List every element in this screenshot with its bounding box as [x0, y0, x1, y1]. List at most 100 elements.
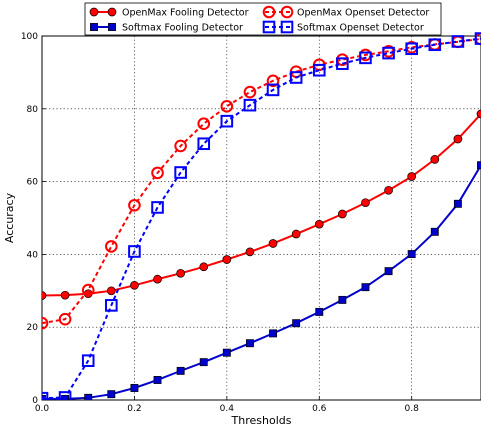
x-tick-label: 0.4	[220, 404, 235, 414]
legend-label: Softmax Openset Detector	[297, 23, 424, 34]
legend-marker	[107, 7, 117, 17]
data-point	[222, 255, 232, 264]
series-line	[42, 113, 481, 297]
x-axis-label: Thresholds	[231, 414, 292, 427]
data-point	[407, 172, 417, 181]
series-line	[42, 37, 481, 400]
grid-lines	[42, 36, 481, 400]
data-point	[107, 390, 116, 399]
data-point	[451, 35, 465, 48]
data-point	[405, 42, 418, 56]
data-point	[338, 209, 347, 219]
data-point	[174, 139, 187, 153]
data-point	[199, 262, 209, 272]
x-tick-label: 0.6	[312, 404, 327, 414]
legend-marker	[90, 23, 98, 31]
data-point	[128, 198, 141, 212]
data-point	[130, 280, 139, 290]
data-point	[220, 114, 234, 128]
data-point	[84, 393, 93, 400]
data-point	[81, 354, 95, 367]
data-point	[315, 307, 324, 316]
data-point	[42, 391, 49, 400]
data-point	[243, 85, 257, 99]
legend-marker	[89, 7, 99, 17]
data-point	[151, 166, 164, 180]
data-point	[153, 376, 162, 384]
legend-marker	[262, 5, 276, 19]
data-point	[430, 227, 439, 236]
data-point	[430, 155, 440, 164]
data-point	[58, 312, 72, 326]
legend-marker	[280, 20, 294, 34]
y-tick-label: 80	[27, 105, 39, 115]
data-point	[269, 329, 278, 338]
series-3	[42, 32, 481, 330]
data-point	[359, 51, 372, 65]
legend-label: OpenMax Fooling Detector	[122, 8, 249, 19]
data-point	[336, 57, 349, 70]
data-point	[428, 38, 442, 52]
data-point	[128, 245, 141, 258]
legend-label: Softmax Fooling Detector	[122, 23, 243, 34]
data-point	[476, 109, 481, 119]
data-point	[312, 63, 326, 77]
data-point	[105, 240, 118, 253]
series-group	[42, 32, 481, 400]
legend-marker	[262, 20, 276, 34]
data-point	[197, 117, 211, 131]
series-4	[42, 32, 481, 400]
data-point	[176, 366, 185, 375]
data-point	[289, 71, 303, 84]
data-point	[266, 83, 280, 97]
plot-frame	[41, 35, 481, 401]
axes	[41, 35, 481, 401]
y-tick-label: 40	[27, 250, 39, 260]
data-point	[268, 239, 278, 248]
data-point	[314, 219, 324, 229]
tick-labels: 0 20 40 60 80 100 0.0 0.2 0.4 0.6 0.8	[21, 32, 419, 414]
data-point	[106, 286, 116, 296]
data-point	[58, 391, 72, 400]
data-point	[384, 267, 393, 276]
data-point	[199, 358, 208, 367]
legend-item: OpenMax Fooling Detector	[89, 7, 249, 19]
data-point	[291, 229, 301, 239]
data-point	[266, 74, 280, 88]
legend-label: OpenMax Openset Detector	[297, 8, 429, 19]
data-point	[151, 201, 164, 214]
data-point	[453, 134, 463, 144]
data-point	[361, 198, 370, 208]
data-point	[153, 274, 162, 284]
data-point	[130, 384, 139, 392]
data-point	[220, 99, 234, 113]
data-point	[176, 268, 185, 278]
data-point	[42, 316, 49, 330]
legend-item: Softmax Openset Detector	[262, 20, 424, 34]
y-tick-label: 100	[21, 32, 38, 42]
legend-marker	[108, 23, 116, 31]
x-tick-label: 0.8	[405, 404, 420, 414]
data-point	[407, 250, 416, 258]
legend-item: Softmax Fooling Detector	[90, 23, 243, 34]
data-point	[81, 283, 95, 297]
data-point	[60, 290, 70, 300]
y-tick-label: 0	[32, 396, 38, 406]
data-point	[292, 319, 301, 328]
data-point	[42, 291, 47, 300]
data-point	[384, 185, 393, 195]
series-2	[42, 161, 481, 400]
data-point	[245, 339, 254, 348]
data-point	[222, 348, 231, 357]
legend-item: OpenMax Openset Detector	[262, 5, 429, 19]
data-point	[245, 247, 255, 257]
series-line	[42, 37, 481, 325]
data-point	[105, 299, 118, 312]
legend: OpenMax Fooling Detector Softmax Fooling …	[84, 2, 442, 36]
data-point	[174, 166, 187, 179]
data-point	[474, 32, 481, 45]
y-tick-label: 20	[27, 323, 39, 333]
series-line	[42, 164, 481, 400]
data-point	[382, 46, 395, 60]
